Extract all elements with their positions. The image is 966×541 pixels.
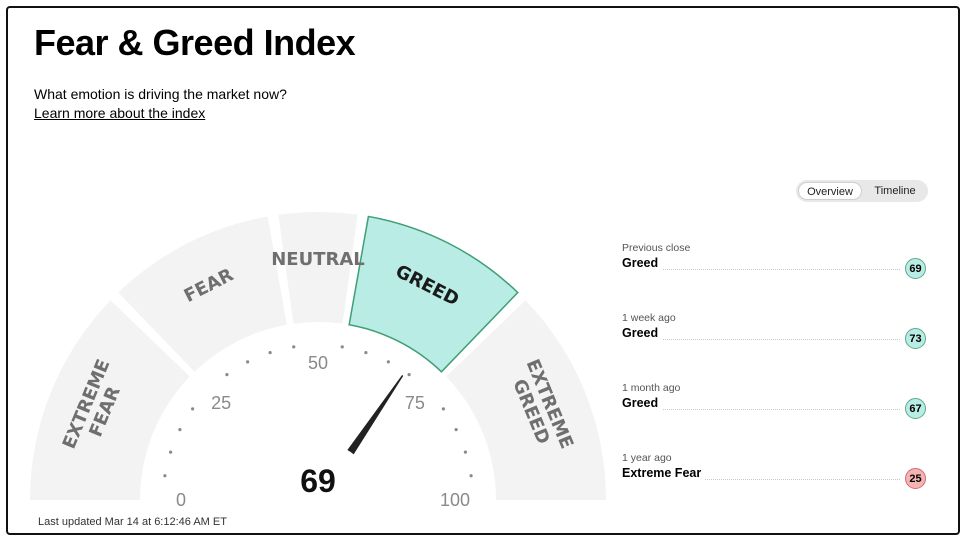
gauge-tick-dot xyxy=(469,474,473,478)
gauge-tick-dot xyxy=(191,407,195,411)
gauge-tick-dot xyxy=(292,345,296,349)
gauge-tick-dot xyxy=(268,350,272,355)
overview-tab[interactable]: Overview xyxy=(798,182,862,200)
page-title: Fear & Greed Index xyxy=(34,22,356,63)
gauge-hub xyxy=(260,442,376,518)
gauge-tick-label: 100 xyxy=(440,490,470,510)
gauge-tick-label: 50 xyxy=(308,353,328,373)
history-item-previous-close: Previous close Greed 69 xyxy=(622,242,926,312)
gauge-tick-dot xyxy=(386,360,390,364)
gauge-tick-dot xyxy=(340,345,344,349)
gauge-segment-extreme-fear xyxy=(30,300,190,500)
gauge-tick-dot xyxy=(454,428,458,432)
history-rating: Greed xyxy=(622,256,663,270)
gauge-tick-label: 25 xyxy=(211,393,231,413)
history-item-1-year-ago: 1 year ago Extreme Fear 25 xyxy=(622,452,926,522)
fear-greed-card: Fear & Greed Index What emotion is drivi… xyxy=(6,6,960,535)
history-rating: Greed xyxy=(622,396,663,410)
gauge-segment-fear xyxy=(118,216,287,372)
last-updated: Last updated Mar 14 at 6:12:46 AM ET xyxy=(38,516,227,528)
gauge-value: 69 xyxy=(300,463,336,499)
history-value-badge: 69 xyxy=(905,258,926,279)
history-label: Previous close xyxy=(622,242,691,254)
history-label: 1 year ago xyxy=(622,452,672,464)
history-item-1-week-ago: 1 week ago Greed 73 xyxy=(622,312,926,382)
gauge-dial: 0 25 50 75 100 xyxy=(163,345,473,510)
history-list: Previous close Greed 69 1 week ago Greed… xyxy=(622,242,926,522)
dotted-divider xyxy=(622,339,900,340)
gauge-tick-label: 75 xyxy=(405,393,425,413)
gauge-segment-neutral xyxy=(278,212,358,324)
history-value-badge: 67 xyxy=(905,398,926,419)
page-subtitle: What emotion is driving the market now? xyxy=(34,86,287,102)
view-toggle: Overview Timeline xyxy=(796,180,928,202)
gauge-tick-dot xyxy=(364,350,368,355)
gauge-segments xyxy=(30,212,606,500)
dotted-divider xyxy=(622,409,900,410)
gauge-tick-dot xyxy=(225,373,229,377)
dotted-divider xyxy=(622,269,900,270)
gauge-segment-extreme-greed xyxy=(446,300,606,500)
history-label: 1 month ago xyxy=(622,382,681,394)
learn-more-link[interactable]: Learn more about the index xyxy=(34,105,206,121)
gauge-tick-dot xyxy=(178,428,182,432)
gauge-segment-label: NEUTRAL xyxy=(271,249,365,270)
gauge-tick-dot xyxy=(441,407,445,411)
timeline-tab[interactable]: Timeline xyxy=(874,185,916,197)
history-rating: Greed xyxy=(622,326,663,340)
gauge-segment-greed xyxy=(348,215,519,373)
gauge-tick-dot xyxy=(463,450,468,454)
gauge-tick-dot xyxy=(168,450,173,454)
history-value-badge: 25 xyxy=(905,468,926,489)
gauge-tick-dot xyxy=(407,373,411,377)
history-rating: Extreme Fear xyxy=(622,466,706,480)
dotted-divider xyxy=(622,479,900,480)
gauge-tick-label: 0 xyxy=(176,490,186,510)
history-label: 1 week ago xyxy=(622,312,676,324)
history-value-badge: 73 xyxy=(905,328,926,349)
gauge-tick-dot xyxy=(163,474,167,478)
history-item-1-month-ago: 1 month ago Greed 67 xyxy=(622,382,926,452)
gauge-needle-group: 69 xyxy=(260,375,404,518)
gauge-tick-dot xyxy=(246,360,250,364)
